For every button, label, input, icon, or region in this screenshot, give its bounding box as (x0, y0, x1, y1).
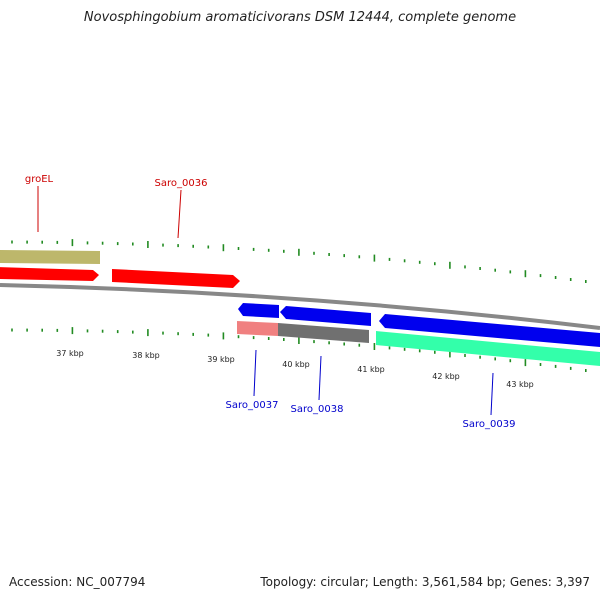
tick-row-inner (11, 327, 587, 372)
feature-saro-0038-gray[interactable] (278, 323, 369, 343)
genome-backbone (0, 283, 600, 330)
scale-label: 43 kbp (506, 380, 534, 389)
gene-name-groEL: groEL (25, 174, 54, 185)
gene-label-saro-0036[interactable]: Saro_0036 (155, 178, 208, 239)
feature-saro-0036[interactable] (112, 269, 240, 288)
gene-name-saro-0039: Saro_0039 (463, 419, 516, 430)
feature-saro-0039-green[interactable] (376, 331, 600, 366)
gene-name-saro-0036: Saro_0036 (155, 178, 208, 189)
scale-label: 37 kbp (56, 349, 84, 358)
gene-name-saro-0037: Saro_0037 (226, 400, 279, 411)
feature-saro-0039-blue[interactable] (379, 314, 600, 347)
scale-label: 41 kbp (357, 365, 385, 374)
feature-red-left[interactable] (0, 267, 99, 281)
accession-label: Accession: NC_007794 (9, 575, 146, 589)
forward-strand-features (0, 250, 240, 288)
gene-label-groEL[interactable]: groEL (25, 174, 54, 232)
feature-saro-0038-blue[interactable] (280, 306, 371, 326)
feature-groEL[interactable] (0, 250, 100, 264)
scale-labels: 37 kbp 38 kbp 39 kbp 40 kbp 41 kbp 42 kb… (56, 349, 534, 389)
scale-label: 38 kbp (132, 351, 160, 360)
gene-label-saro-0037[interactable]: Saro_0037 (226, 349, 279, 411)
tick-row-outer (11, 239, 587, 283)
feature-saro-0037-pink[interactable] (237, 321, 278, 336)
scale-label: 40 kbp (282, 360, 310, 369)
gene-name-saro-0038: Saro_0038 (291, 404, 344, 415)
scale-label: 42 kbp (432, 372, 460, 381)
scale-label: 39 kbp (207, 355, 235, 364)
reverse-strand-features (237, 303, 600, 366)
feature-saro-0037-blue[interactable] (238, 303, 279, 318)
map-title: Novosphingobium aromaticivorans DSM 1244… (83, 10, 517, 25)
genome-summary: Topology: circular; Length: 3,561,584 bp… (260, 575, 590, 589)
gene-label-saro-0038[interactable]: Saro_0038 (291, 355, 344, 415)
gene-label-saro-0039[interactable]: Saro_0039 (463, 372, 516, 430)
